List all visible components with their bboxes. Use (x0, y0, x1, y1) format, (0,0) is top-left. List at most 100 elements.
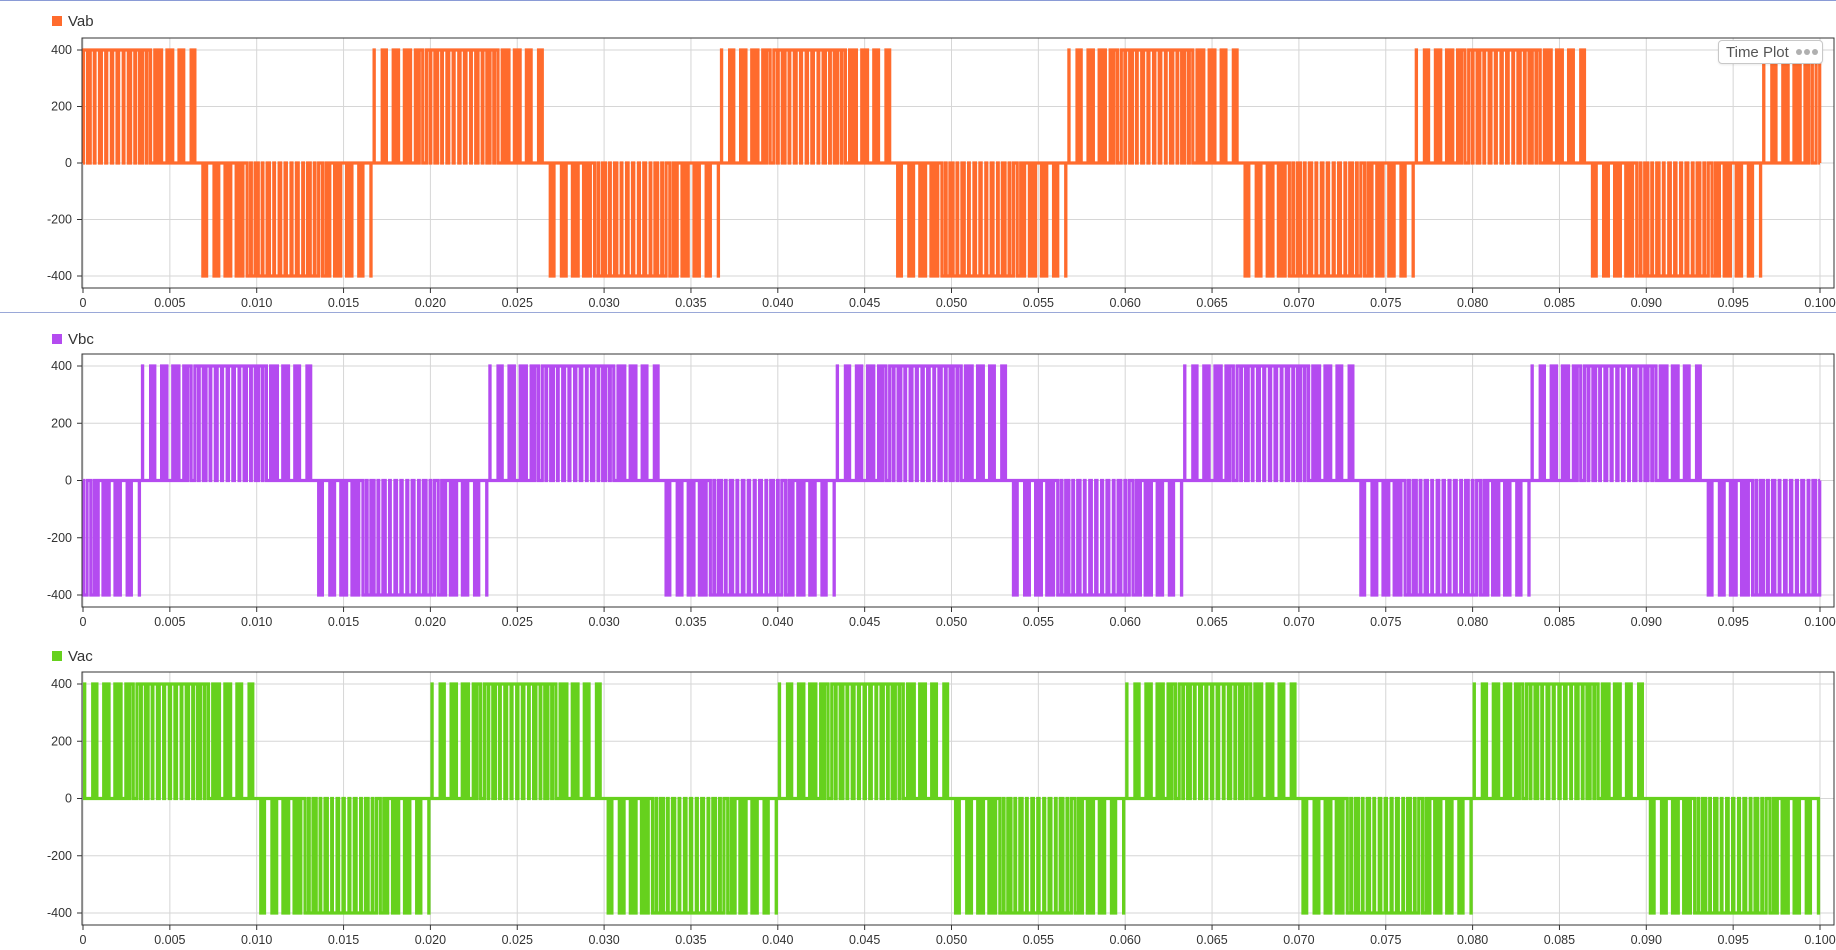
x-tick-label: 0.045 (849, 615, 880, 629)
x-tick-label: 0.075 (1370, 296, 1401, 310)
x-tick-label: 0.100 (1804, 296, 1835, 310)
x-axis: 0 0.005 0.010 0.015 0.020 0.025 0.030 0.035 0.04… (80, 925, 1836, 947)
x-tick-label: 0.065 (1196, 615, 1227, 629)
x-tick-label: 0.080 (1457, 615, 1488, 629)
x-tick-label: 0.035 (675, 615, 706, 629)
y-axis: 400 200 0 -200 -400 (47, 677, 82, 920)
x-tick-label: 0.085 (1544, 615, 1575, 629)
y-tick-label: -200 (47, 213, 72, 227)
x-tick-label: 0.090 (1631, 296, 1662, 310)
y-tick-label: 200 (51, 416, 72, 430)
x-tick-label: 0 (80, 296, 87, 310)
x-tick-label: 0.040 (762, 615, 793, 629)
more-options-icon[interactable] (1794, 49, 1818, 55)
x-tick-label: 0.020 (415, 933, 446, 947)
x-tick-label: 0.030 (588, 296, 619, 310)
x-tick-label: 0.090 (1631, 933, 1662, 947)
legend-swatch (52, 334, 62, 344)
x-tick-label: 0.035 (675, 296, 706, 310)
legend-vab[interactable]: Vab (52, 11, 94, 31)
y-tick-label: -200 (47, 531, 72, 545)
x-tick-label: 0.030 (588, 933, 619, 947)
legend-label: Vac (68, 647, 93, 665)
x-tick-label: 0.055 (1023, 615, 1054, 629)
x-tick-label: 0.095 (1718, 933, 1749, 947)
x-tick-label: 0.015 (328, 933, 359, 947)
x-tick-label: 0.010 (241, 933, 272, 947)
x-tick-label: 0.010 (241, 615, 272, 629)
x-tick-label: 0.100 (1804, 615, 1835, 629)
legend-label: Vab (68, 12, 94, 30)
legend-vac[interactable]: Vac (52, 646, 93, 666)
x-tick-label: 0.075 (1370, 933, 1401, 947)
x-tick-label: 0.005 (154, 615, 185, 629)
y-tick-label: 0 (65, 792, 72, 806)
x-tick-label: 0.060 (1110, 933, 1141, 947)
x-tick-label: 0.015 (328, 615, 359, 629)
x-tick-label: 0.075 (1370, 615, 1401, 629)
series-line-vab[interactable] (81, 48, 1822, 278)
plot-panel-vac: Vac 0 0.005 0.010 0.015 0.020 0.025 0.030 0.035… (0, 634, 1836, 950)
x-tick-label: 0.050 (936, 933, 967, 947)
x-tick-label: 0.015 (328, 296, 359, 310)
x-tick-label: 0.070 (1283, 615, 1314, 629)
x-tick-label: 0.020 (415, 296, 446, 310)
x-tick-label: 0 (80, 615, 87, 629)
x-axis: 0 0.005 0.010 0.015 0.020 0.025 0.030 0.035 0.04… (80, 607, 1836, 629)
panel-divider (0, 312, 1836, 313)
x-tick-label: 0.010 (241, 296, 272, 310)
x-tick-label: 0.060 (1110, 296, 1141, 310)
x-tick-label: 0.085 (1544, 933, 1575, 947)
window-top-border (0, 0, 1836, 1)
plot-panel-vbc: Vbc 0 0.005 0.010 0.015 0.020 0.025 0.030 0.035… (0, 317, 1836, 632)
time-plot-button[interactable]: Time Plot (1718, 40, 1823, 64)
legend-vbc[interactable]: Vbc (52, 329, 94, 349)
x-tick-label: 0.040 (762, 933, 793, 947)
x-tick-label: 0.005 (154, 296, 185, 310)
chart-vac[interactable]: 0 0.005 0.010 0.015 0.020 0.025 0.030 0.035 0.04… (0, 634, 1836, 950)
x-tick-label: 0.055 (1023, 296, 1054, 310)
x-tick-label: 0 (80, 933, 87, 947)
chart-vbc[interactable]: 0 0.005 0.010 0.015 0.020 0.025 0.030 0.035 0.04… (0, 317, 1836, 632)
x-tick-label: 0.005 (154, 933, 185, 947)
legend-label: Vbc (68, 330, 94, 348)
x-tick-label: 0.100 (1804, 933, 1835, 947)
x-tick-label: 0.090 (1631, 615, 1662, 629)
x-tick-label: 0.045 (849, 933, 880, 947)
y-tick-label: -200 (47, 849, 72, 863)
x-tick-label: 0.080 (1457, 296, 1488, 310)
x-tick-label: 0.040 (762, 296, 793, 310)
y-tick-label: 400 (51, 359, 72, 373)
x-axis: 0 0.005 0.010 0.015 0.020 0.025 0.030 0.035 0.04… (80, 288, 1836, 310)
x-tick-label: 0.030 (588, 615, 619, 629)
x-tick-label: 0.065 (1196, 933, 1227, 947)
x-tick-label: 0.070 (1283, 296, 1314, 310)
y-tick-label: 0 (65, 156, 72, 170)
series-line-vac[interactable] (82, 682, 1821, 915)
x-tick-label: 0.050 (936, 296, 967, 310)
x-tick-label: 0.050 (936, 615, 967, 629)
x-tick-label: 0.080 (1457, 933, 1488, 947)
x-tick-label: 0.025 (502, 933, 533, 947)
y-tick-label: -400 (47, 906, 72, 920)
y-tick-label: -400 (47, 588, 72, 602)
y-tick-label: -400 (47, 269, 72, 283)
x-tick-label: 0.065 (1196, 296, 1227, 310)
y-axis: 400 200 0 -200 -400 (47, 359, 82, 602)
x-tick-label: 0.085 (1544, 296, 1575, 310)
x-tick-label: 0.045 (849, 296, 880, 310)
series-line-vbc[interactable] (81, 364, 1822, 597)
x-tick-label: 0.055 (1023, 933, 1054, 947)
y-axis: 400 200 0 -200 -400 (47, 43, 82, 283)
x-tick-label: 0.095 (1718, 296, 1749, 310)
y-tick-label: 400 (51, 43, 72, 57)
legend-swatch (52, 651, 62, 661)
x-tick-label: 0.035 (675, 933, 706, 947)
chart-vab[interactable]: 0 0.005 0.010 0.015 0.020 0.025 0.030 0.035 0.04… (0, 0, 1836, 312)
x-tick-label: 0.070 (1283, 933, 1314, 947)
time-plot-label: Time Plot (1726, 43, 1789, 61)
y-tick-label: 200 (51, 100, 72, 114)
x-tick-label: 0.095 (1718, 615, 1749, 629)
legend-swatch (52, 16, 62, 26)
x-tick-label: 0.025 (502, 296, 533, 310)
